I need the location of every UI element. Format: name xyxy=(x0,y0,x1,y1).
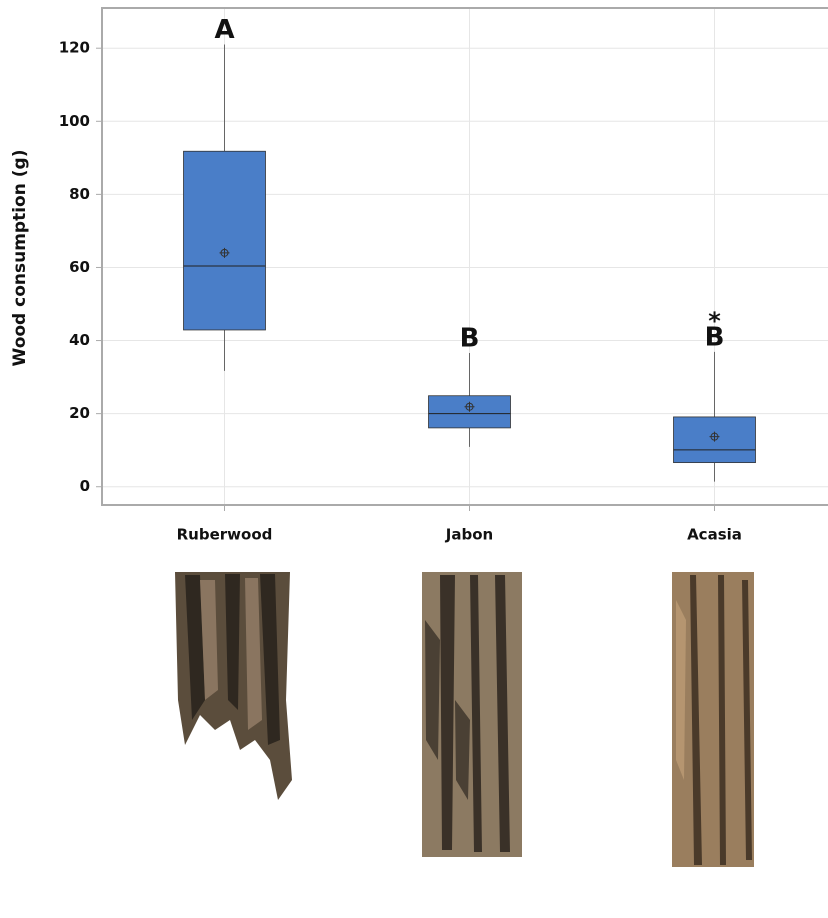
y-tick-label: 0 xyxy=(80,477,90,495)
y-tick-label: 100 xyxy=(59,112,90,130)
x-tick-label: Ruberwood xyxy=(177,526,273,544)
box xyxy=(429,396,511,428)
y-tick-label: 60 xyxy=(69,258,90,276)
group-letter: B xyxy=(460,323,480,353)
y-tick-label: 40 xyxy=(69,331,90,349)
box-group xyxy=(429,353,511,447)
y-tick-label: 120 xyxy=(59,39,90,57)
x-tick-label: Jabon xyxy=(445,526,493,544)
y-tick-label: 80 xyxy=(69,185,90,203)
acasia-sample xyxy=(672,572,754,867)
group-letter: A xyxy=(214,15,234,45)
y-tick-label: 20 xyxy=(69,404,90,422)
box-group xyxy=(674,352,756,482)
box-group xyxy=(184,45,266,371)
y-axis-label: Wood consumption (g) xyxy=(10,150,30,367)
x-tick-label: Acasia xyxy=(687,526,742,544)
asterisk: * xyxy=(708,307,721,335)
ruberwood-sample xyxy=(175,572,292,800)
jabon-sample xyxy=(422,572,522,857)
box xyxy=(184,151,266,330)
chart: Wood consumption (g) ABB 020406080100120… xyxy=(0,0,828,918)
